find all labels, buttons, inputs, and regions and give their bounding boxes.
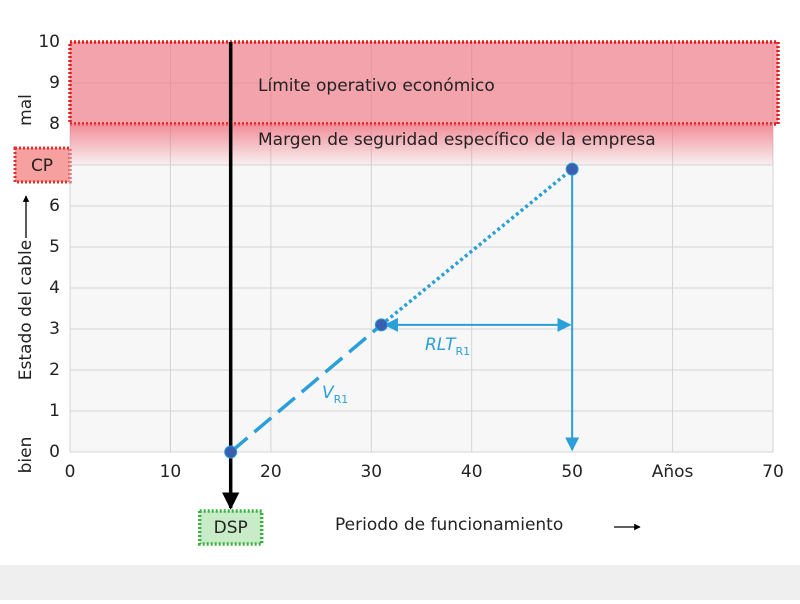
point [565, 162, 579, 176]
x-tick-label: 10 [160, 462, 182, 482]
cp-box [13, 146, 72, 184]
y-tick-label: 0 [49, 442, 60, 462]
x-axis-title: Periodo de funcionamiento [335, 515, 563, 535]
x-tick-label: 40 [461, 462, 483, 482]
y-tick-label: 8 [49, 114, 60, 134]
dsp-label: DSP [214, 518, 248, 538]
y-tick-label: 3 [49, 319, 60, 339]
annotation-subscript: R1 [456, 345, 471, 358]
zone [70, 124, 773, 165]
y-tick-label: 10 [38, 32, 60, 52]
y-tick-label: 9 [49, 73, 60, 93]
x-tick-label: 30 [360, 462, 382, 482]
annotation-text: RLT [425, 335, 457, 355]
series-segment [229, 323, 383, 454]
dsp-box [197, 509, 264, 546]
y-tick-label: 6 [49, 196, 60, 216]
series-segment [380, 167, 574, 327]
x-tick-label: Años [652, 462, 694, 482]
zone [68, 40, 780, 126]
y-tick-label: 5 [49, 237, 60, 257]
y-axis-title: Estado del cable [16, 240, 36, 380]
annotation: RLTR1 [425, 335, 470, 358]
x-tick-label: 70 [762, 462, 784, 482]
footer-strip [0, 565, 800, 600]
x-tick-label: 0 [65, 462, 76, 482]
y-bottom-label: bien [16, 437, 36, 474]
x-tick-label: 20 [260, 462, 282, 482]
point [374, 318, 388, 332]
y-top-label: mal [16, 94, 36, 126]
y-tick-label: 4 [49, 278, 60, 298]
y-tick-label: 2 [49, 360, 60, 380]
annotation-subscript: R1 [334, 393, 349, 406]
point [224, 445, 238, 459]
x-tick-label: 50 [561, 462, 583, 482]
annotation: VR1 [322, 383, 348, 406]
zone-label: Límite operativo económico [258, 76, 495, 96]
zone-label: Margen de seguridad específico de la emp… [258, 130, 656, 150]
y-tick-label: 1 [49, 401, 60, 421]
annotation-text: V [322, 383, 335, 403]
y-tick-label: CP [31, 156, 53, 176]
